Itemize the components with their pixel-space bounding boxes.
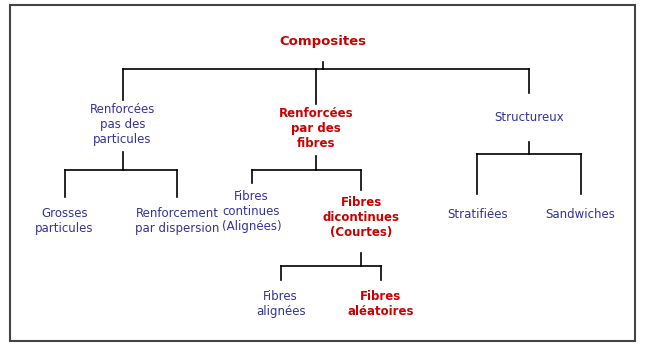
Text: Grosses
particules: Grosses particules xyxy=(35,208,94,235)
Text: Renforcement
par dispersion: Renforcement par dispersion xyxy=(135,208,219,235)
Text: Fibres
alignées: Fibres alignées xyxy=(256,291,305,318)
Text: Composites: Composites xyxy=(279,35,366,48)
Text: Stratifiées: Stratifiées xyxy=(447,208,508,221)
Text: Renforcées
pas des
particules: Renforcées pas des particules xyxy=(90,103,155,146)
Text: Structureux: Structureux xyxy=(494,111,564,124)
Text: Renforcées
par des
fibres: Renforcées par des fibres xyxy=(279,107,353,149)
Text: Fibres
aléatoires: Fibres aléatoires xyxy=(347,291,414,318)
FancyBboxPatch shape xyxy=(10,5,635,341)
Text: Fibres
continues
(Alignées): Fibres continues (Alignées) xyxy=(222,190,281,233)
Text: Sandwiches: Sandwiches xyxy=(546,208,615,221)
Text: Fibres
dicontinues
(Courtes): Fibres dicontinues (Courtes) xyxy=(322,197,400,239)
